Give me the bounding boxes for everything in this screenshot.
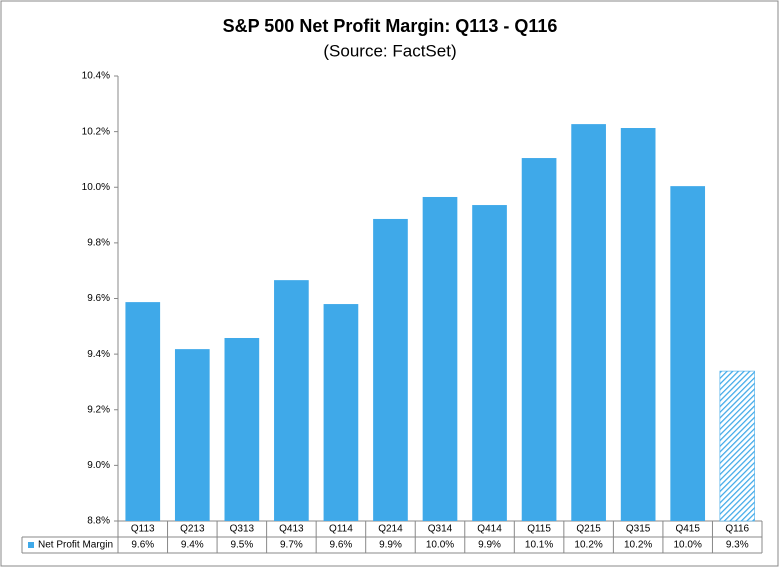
bar: [620, 128, 656, 521]
bar: [373, 218, 408, 522]
table-value: 10.0%: [674, 540, 702, 551]
x-tick-label: Q113: [131, 524, 155, 535]
table-value: 10.2%: [574, 540, 602, 551]
bar: [521, 158, 557, 521]
x-tick-label: Q214: [378, 524, 403, 535]
bar: [274, 280, 309, 521]
legend-label: Net Profit Margin: [38, 540, 113, 551]
x-tick-label: Q213: [180, 524, 205, 535]
chart-title: S&P 500 Net Profit Margin: Q113 - Q116: [223, 16, 558, 36]
x-tick-label: Q414: [477, 524, 502, 535]
table-value: 9.9%: [379, 540, 402, 551]
y-tick-label: 10.2%: [82, 126, 110, 137]
bar: [174, 349, 210, 521]
table-value: 10.1%: [525, 540, 553, 551]
y-tick-label: 10.4%: [82, 71, 110, 82]
x-tick-label: Q415: [675, 524, 700, 535]
table-value: 9.3%: [726, 540, 749, 551]
table-value: 9.4%: [181, 540, 204, 551]
legend-swatch: [28, 542, 34, 548]
bar: [422, 196, 458, 521]
x-tick-label: Q314: [428, 524, 453, 535]
x-tick-label: Q315: [626, 524, 651, 535]
x-tick-label: Q116: [725, 524, 749, 535]
y-tick-label: 9.4%: [87, 349, 110, 360]
x-tick-label: Q413: [279, 524, 304, 535]
table-value: 9.6%: [330, 540, 353, 551]
bar: [224, 337, 260, 521]
table-value: 9.9%: [478, 540, 501, 551]
y-tick-label: 10.0%: [82, 182, 110, 193]
x-tick-label: Q115: [527, 524, 551, 535]
chart-subtitle: (Source: FactSet): [323, 41, 456, 60]
y-tick-label: 9.2%: [87, 404, 110, 415]
y-tick-label: 9.6%: [87, 293, 110, 304]
x-tick-label: Q215: [576, 524, 601, 535]
table-value: 9.6%: [131, 540, 154, 551]
bar: [472, 205, 507, 522]
table-value: 10.0%: [426, 540, 454, 551]
table-value: 9.5%: [230, 540, 253, 551]
y-tick-label: 8.8%: [87, 516, 110, 527]
table-value: 9.7%: [280, 540, 303, 551]
y-tick-label: 9.0%: [87, 460, 110, 471]
bar: [571, 124, 606, 521]
bar: [125, 302, 161, 521]
bar: [670, 186, 706, 521]
y-tick-label: 9.8%: [87, 238, 110, 249]
bar: [323, 304, 359, 521]
x-tick-label: Q114: [329, 524, 353, 535]
bar: [719, 370, 755, 522]
x-tick-label: Q313: [230, 524, 255, 535]
table-value: 10.2%: [624, 540, 652, 551]
